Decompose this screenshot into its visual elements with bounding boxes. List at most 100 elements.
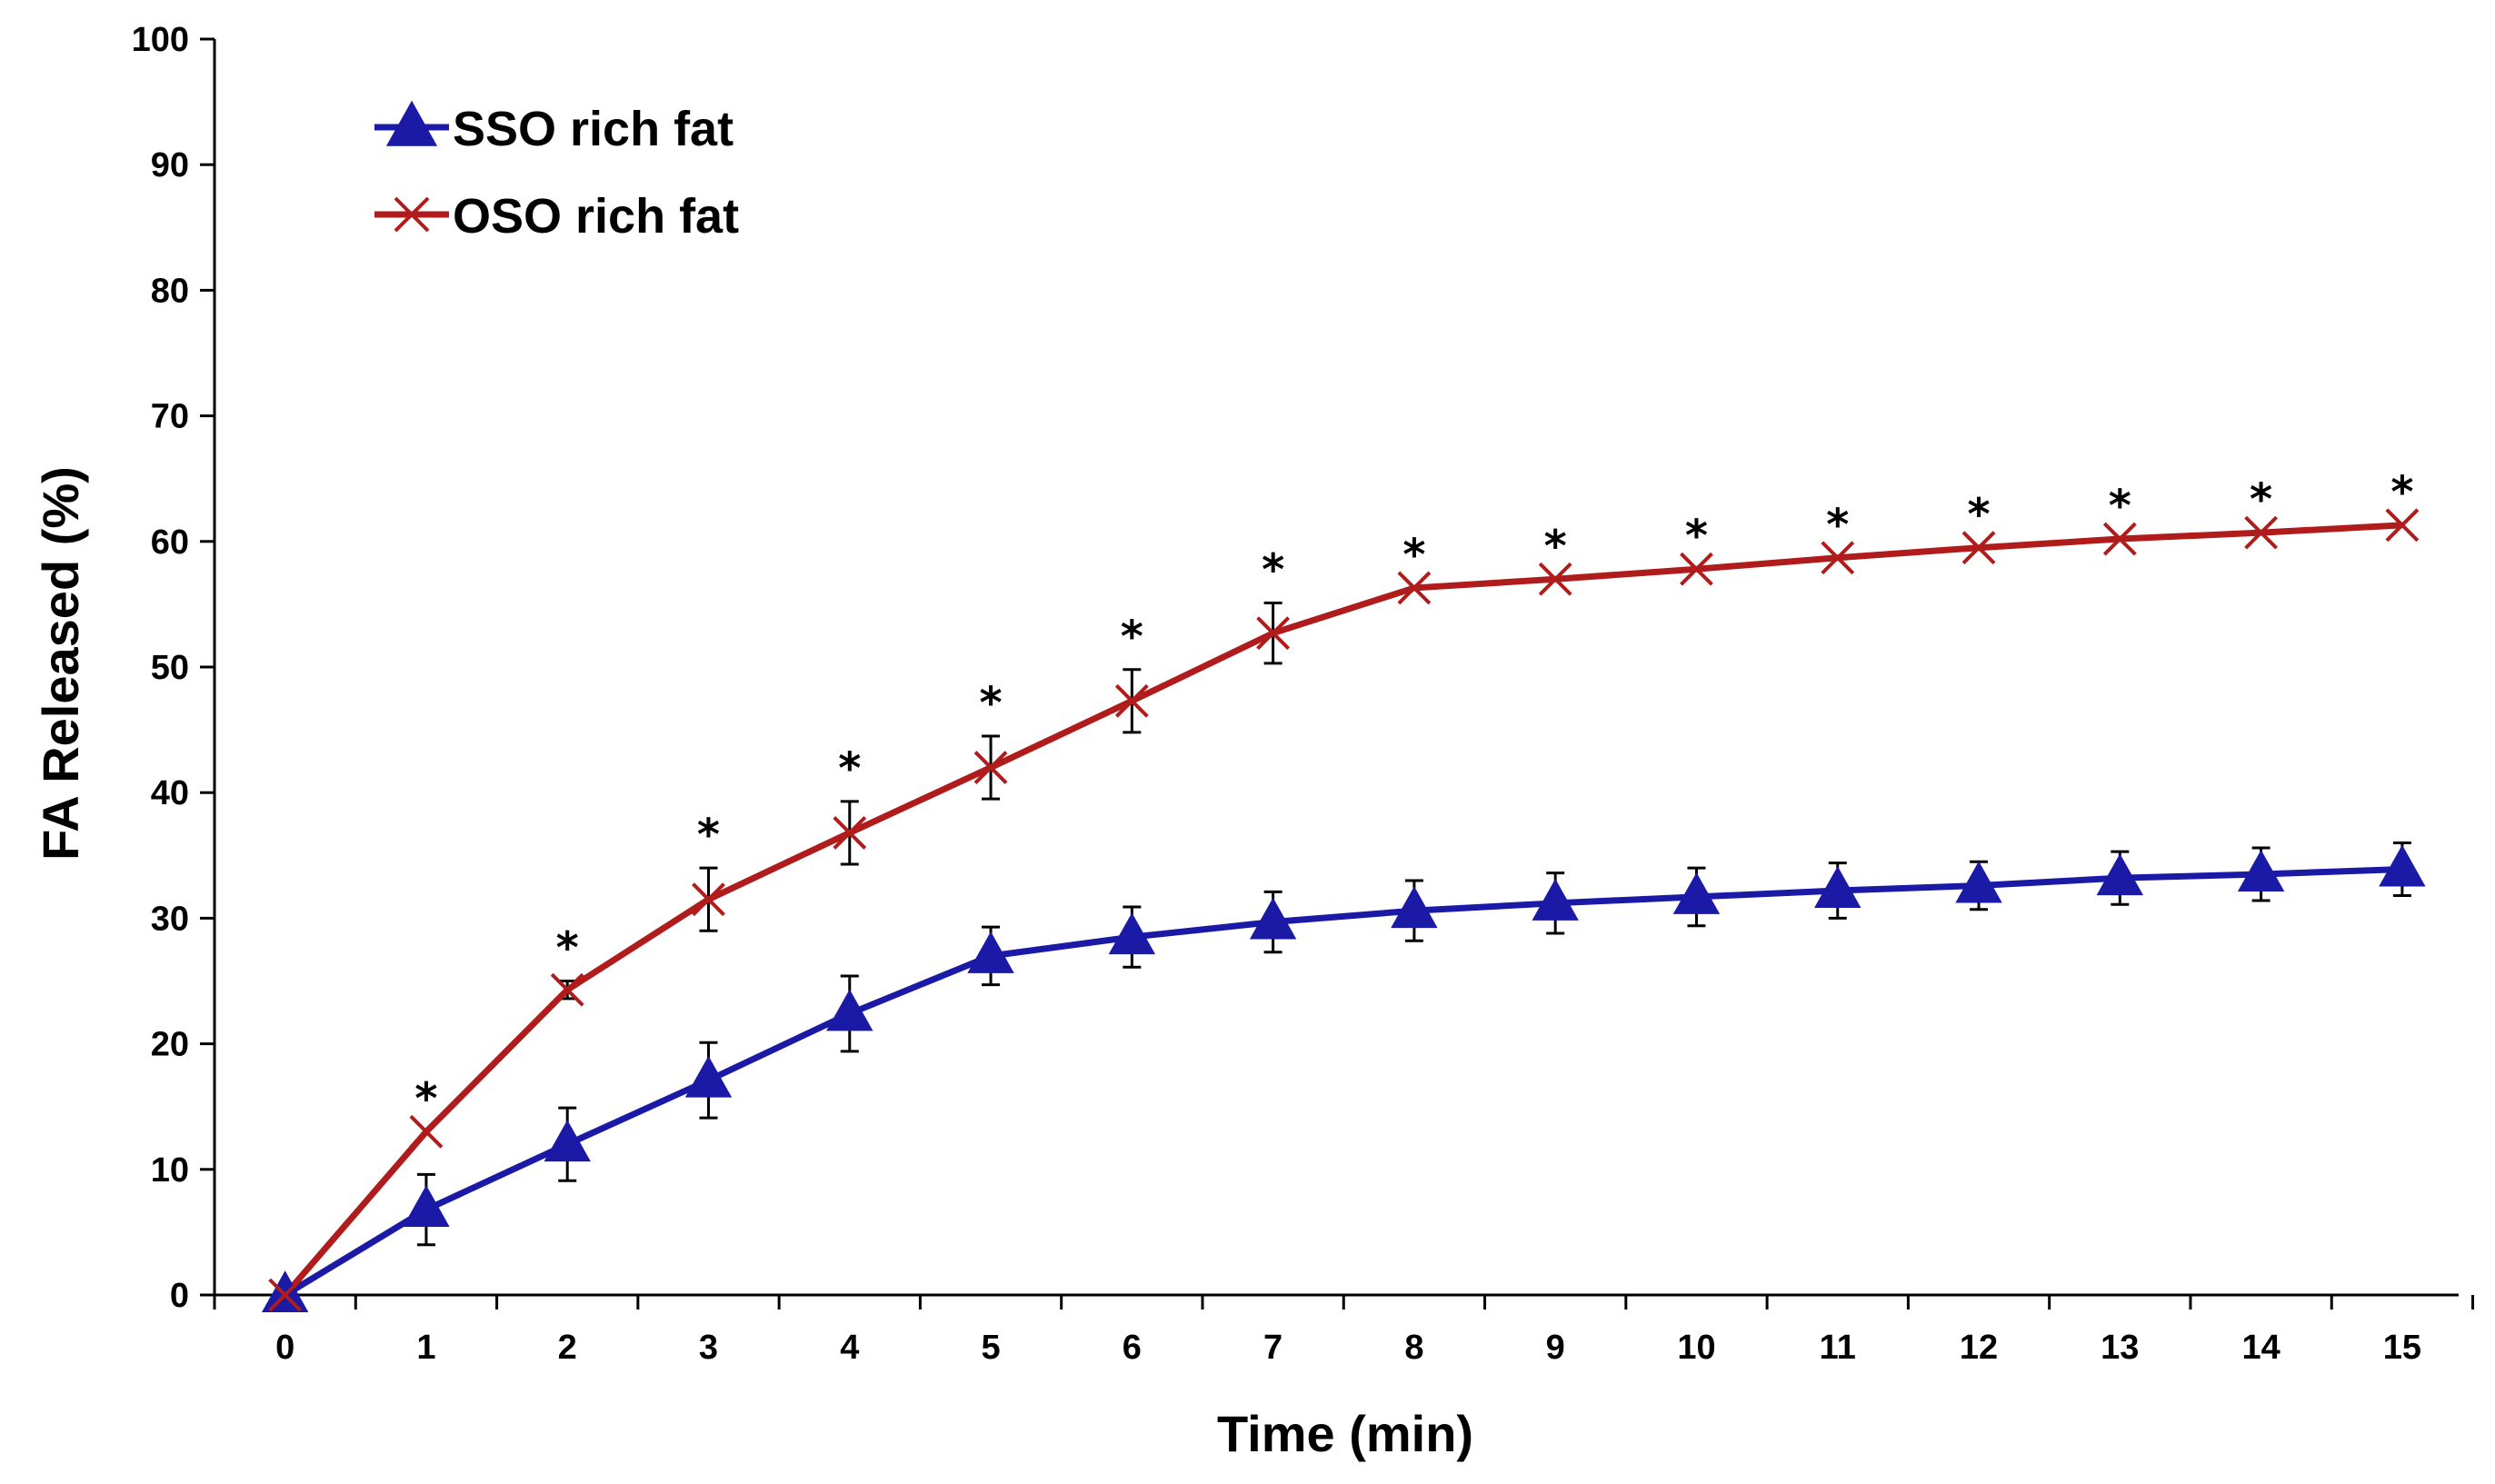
data-point-oso (1961, 531, 1996, 565)
x-marker-stroke (409, 1114, 444, 1149)
y-tick-label: 70 (151, 398, 189, 436)
x-marker-stroke (2102, 522, 2137, 556)
x-tick-label: 2 (558, 1329, 577, 1367)
x-tick-label: 3 (699, 1329, 718, 1367)
x-tick-label: 12 (1960, 1329, 1998, 1367)
significance-star: * (2390, 467, 2413, 518)
x-tick-label: 5 (981, 1329, 1000, 1367)
legend-item-oso: OSO rich fat (374, 189, 739, 244)
significance-star: * (1262, 545, 1284, 596)
data-point-sso (1391, 886, 1438, 929)
x-marker-stroke (394, 196, 430, 233)
significance-star: * (1967, 490, 1990, 541)
x-tick-label: 14 (2241, 1329, 2280, 1367)
data-point-oso (2385, 508, 2420, 543)
data-point-sso (2379, 844, 2426, 887)
data-point-oso (692, 882, 725, 917)
x-marker-stroke (833, 816, 867, 850)
data-point-oso (2102, 522, 2137, 556)
x-tick-label: 11 (1820, 1329, 1856, 1367)
data-point-oso (1538, 562, 1572, 596)
significance-star: * (414, 1073, 437, 1124)
y-tick-label: 40 (151, 774, 189, 812)
significance-star: * (1826, 500, 1849, 551)
x-marker-stroke (550, 972, 584, 1007)
legend: SSO rich fat OSO rich fat (374, 100, 739, 244)
significance-star: * (1544, 521, 1567, 572)
data-point-oso (1397, 571, 1432, 605)
data-point-oso (833, 816, 867, 850)
significance-star: * (1121, 612, 1143, 662)
x-marker-stroke (1256, 616, 1291, 651)
data-point-oso (1680, 552, 1713, 586)
significance-markers: * * * * * * * * * * * * * * * (414, 467, 2413, 1125)
legend-x-oso (394, 196, 430, 233)
significance-star: * (2250, 474, 2272, 525)
x-tick-label: 1 (416, 1329, 435, 1367)
x-tick-label: 6 (1123, 1329, 1142, 1367)
x-tick-label: 8 (1404, 1329, 1423, 1367)
legend-triangle-sso (385, 100, 438, 146)
x-marker-stroke (2244, 515, 2279, 550)
x-tick-label: 7 (1263, 1329, 1282, 1367)
y-axis-title: FA Released (%) (32, 466, 89, 861)
x-tick-label: 9 (1546, 1329, 1565, 1367)
y-tick-label: 20 (151, 1026, 189, 1064)
data-point-sso (1955, 861, 2002, 903)
series-markers (261, 508, 2426, 1312)
significance-star: * (1402, 530, 1425, 581)
data-point-sso (544, 1120, 591, 1162)
x-tick-label: 15 (2383, 1329, 2421, 1367)
y-tick-label: 30 (151, 900, 189, 938)
data-point-oso (268, 1278, 303, 1312)
y-tick-label: 100 (132, 21, 189, 59)
data-point-oso (1114, 683, 1149, 718)
data-point-sso (1108, 912, 1156, 955)
x-marker-stroke (268, 1278, 303, 1312)
data-point-sso (684, 1055, 733, 1098)
data-point-oso (973, 751, 1008, 784)
series-line-oso (282, 522, 2403, 1298)
legend-marker-sso (374, 100, 449, 146)
data-point-oso (2244, 515, 2279, 550)
significance-star: * (2109, 481, 2131, 532)
x-tick-label: 10 (1677, 1329, 1715, 1367)
x-marker-stroke (1538, 562, 1572, 596)
legend-label-sso: SSO rich fat (453, 102, 734, 156)
data-point-sso (1814, 866, 1861, 908)
x-axis-title: Time (min) (1217, 1405, 1473, 1462)
legend-marker-oso (374, 196, 449, 233)
x-marker-stroke (2385, 508, 2420, 543)
significance-star: * (1685, 511, 1708, 562)
data-point-oso (1256, 616, 1291, 651)
data-point-oso (550, 972, 584, 1007)
data-point-sso (967, 931, 1014, 973)
x-tick-label: 4 (840, 1329, 859, 1367)
significance-star: * (838, 743, 861, 794)
y-tick-label: 60 (151, 523, 189, 562)
x-tick-labels: 0 1 2 3 4 5 6 7 8 9 10 11 12 13 14 15 (275, 1329, 2421, 1367)
y-tick-label: 90 (151, 146, 189, 184)
significance-star: * (697, 810, 720, 861)
x-marker-stroke (973, 751, 1008, 784)
significance-star: * (980, 678, 1003, 729)
data-point-oso (409, 1114, 444, 1149)
data-point-oso (1821, 541, 1855, 575)
x-marker-stroke (692, 882, 725, 917)
x-marker-stroke (1821, 541, 1855, 575)
y-tick-label: 10 (151, 1151, 189, 1190)
x-marker-stroke (1114, 683, 1149, 718)
data-point-sso (403, 1185, 450, 1228)
y-tick-label: 50 (151, 649, 189, 687)
data-point-sso (1672, 872, 1721, 914)
significance-star: * (556, 923, 579, 974)
data-point-sso (2096, 853, 2144, 896)
x-marker-stroke (1961, 531, 1996, 565)
y-tick-labels: 0 10 20 30 40 50 60 70 80 90 100 (132, 21, 189, 1315)
series-line-sso (283, 866, 2403, 1298)
legend-item-sso: SSO rich fat (374, 100, 734, 156)
x-marker-stroke (1680, 552, 1713, 586)
data-point-sso (261, 1270, 309, 1312)
data-point-sso (1249, 897, 1297, 940)
